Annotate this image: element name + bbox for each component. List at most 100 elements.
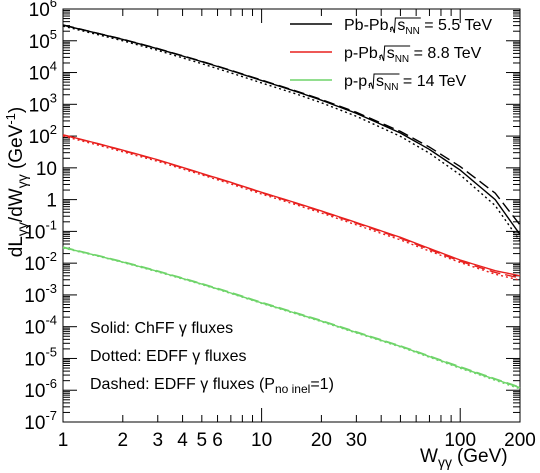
y-tick-base: 10 <box>24 318 45 339</box>
y-axis-title-sub: γγ <box>14 222 30 236</box>
series-line-p-pb-solid <box>62 134 521 277</box>
y-tick-label: 106 <box>29 0 57 21</box>
y-tick-base: 10 <box>24 254 45 275</box>
annotation-dotted: Dotted: EDFF γ fluxes <box>90 348 247 365</box>
y-tick-base: 10 <box>24 413 45 434</box>
y-tick-base: 10 <box>24 222 45 243</box>
y-axis-title-close: ) <box>6 107 27 113</box>
x-tick-label: 20 <box>311 430 332 451</box>
x-tick-label: 3 <box>152 430 163 451</box>
y-tick-base: 10 <box>29 64 50 85</box>
y-tick-base: 10 <box>29 95 50 116</box>
annotation-dashed: Dashed: EDFF γ fluxes (Pno inel=1) <box>90 376 334 396</box>
y-tick-exponent: -1 <box>45 217 57 232</box>
y-tick-exponent: -6 <box>45 376 57 391</box>
series-layer <box>62 24 521 390</box>
y-tick-label: 10-2 <box>24 249 57 275</box>
y-tick-base: 10 <box>29 0 50 21</box>
y-tick-exponent: -2 <box>45 249 57 264</box>
y-tick-exponent: -4 <box>45 313 57 328</box>
y-tick-label: 10-3 <box>24 281 57 307</box>
x-tick-label: 1 <box>58 430 69 451</box>
series-line-p-p-dashed <box>62 246 521 388</box>
legend-sqrt-sub: NN <box>405 26 419 37</box>
legend-sqrt-s: s <box>387 45 395 62</box>
y-tick-base: 10 <box>29 32 50 53</box>
x-axis-title-main: W <box>420 446 438 467</box>
x-tick-label: 200 <box>504 430 536 451</box>
y-tick-exponent: 3 <box>50 90 57 105</box>
y-tick-label: 10 <box>36 159 57 180</box>
x-axis-title-sub: γγ <box>438 454 452 470</box>
x-axis-title-unit: (GeV) <box>457 446 508 467</box>
series-line-p-pb-dotted <box>62 135 521 281</box>
legend-energy: = 14 TeV <box>398 73 466 90</box>
legend-sqrt-s: s <box>376 73 384 90</box>
y-tick-label: 10-7 <box>24 408 57 434</box>
x-tick-label: 100 <box>444 430 476 451</box>
sqrt-radical <box>368 73 400 90</box>
annotation-dashed-tail: =1) <box>310 376 334 393</box>
plot-frame <box>62 8 521 423</box>
y-axis-title-unit: (GeV <box>6 124 27 174</box>
y-tick-label: 103 <box>29 90 57 116</box>
y-tick-exponent: 4 <box>50 59 57 74</box>
x-axis-ticks: 1 2 3 4 5 6 10 20 30 100 200 <box>58 9 536 451</box>
series-line-pb-pb-dashed <box>62 24 521 226</box>
legend-sqrt-sub: NN <box>395 54 409 65</box>
y-axis-title: dLγγ/dWγγ (GeV-1) <box>3 107 30 257</box>
series-line-p-p-dotted <box>62 247 521 390</box>
y-tick-exponent: 5 <box>50 27 57 42</box>
legend-energy: = 5.5 TeV <box>420 17 493 34</box>
legend-entry: p-Pb, sNN = 8.8 TeV <box>344 45 482 65</box>
x-tick-label: 2 <box>117 430 128 451</box>
y-tick-base: 10 <box>36 159 57 180</box>
y-tick-exponent: 6 <box>50 0 57 10</box>
y-tick-label: 10-4 <box>24 313 57 339</box>
y-tick-base: 1 <box>46 191 57 212</box>
annotation-dashed-main: Dashed: EDFF γ fluxes (P <box>90 376 275 393</box>
y-axis-ticks: 10-710-610-510-410-310-210-1110102103104… <box>24 0 520 434</box>
legend-system: Pb-Pb, <box>344 17 397 34</box>
legend-entry: Pb-Pb, sNN = 5.5 TeV <box>344 17 492 37</box>
y-tick-label: 10-5 <box>24 344 57 370</box>
sqrt-radical <box>390 17 421 34</box>
x-tick-label: 5 <box>197 430 208 451</box>
y-tick-label: 105 <box>29 27 57 53</box>
x-tick-label: 30 <box>346 430 367 451</box>
sqrt-radical <box>379 45 411 62</box>
legend-sqrt-sub: NN <box>384 82 398 93</box>
y-axis-title-mid: /dW <box>6 188 27 222</box>
y-tick-base: 10 <box>29 127 50 148</box>
y-axis-title-main: dL <box>6 236 27 257</box>
y-tick-exponent: -5 <box>45 344 57 359</box>
annotation-dashed-sub: no inel <box>275 382 310 396</box>
y-tick-exponent: 2 <box>50 122 57 137</box>
legend-energy: = 8.8 TeV <box>409 45 482 62</box>
series-line-p-pb-dashed <box>62 134 521 279</box>
y-tick-label: 1 <box>46 191 57 212</box>
annotation-solid: Solid: ChFF γ fluxes <box>90 320 233 337</box>
y-tick-base: 10 <box>24 349 45 370</box>
y-tick-exponent: -3 <box>45 281 57 296</box>
y-tick-label: 104 <box>29 59 57 85</box>
legend-entry: p-p, sNN = 14 TeV <box>344 73 467 93</box>
y-tick-base: 10 <box>24 286 45 307</box>
y-tick-exponent: -7 <box>45 408 57 423</box>
y-tick-label: 10-1 <box>24 217 57 243</box>
y-tick-label: 10-6 <box>24 376 57 402</box>
x-tick-label: 10 <box>251 430 272 451</box>
legend-system: p-p, <box>344 73 376 90</box>
series-line-p-p-solid <box>62 246 521 389</box>
x-axis-title: Wγγ (GeV) <box>420 446 508 470</box>
legend-sqrt-s: s <box>397 17 405 34</box>
y-axis-title-unit-sup: -1 <box>3 113 18 125</box>
x-tick-label: 6 <box>212 430 223 451</box>
y-axis-title-sub2: γγ <box>14 174 30 188</box>
y-tick-label: 102 <box>29 122 57 148</box>
x-tick-label: 4 <box>177 430 188 451</box>
y-tick-base: 10 <box>24 381 45 402</box>
legend-system: p-Pb, <box>344 45 387 62</box>
